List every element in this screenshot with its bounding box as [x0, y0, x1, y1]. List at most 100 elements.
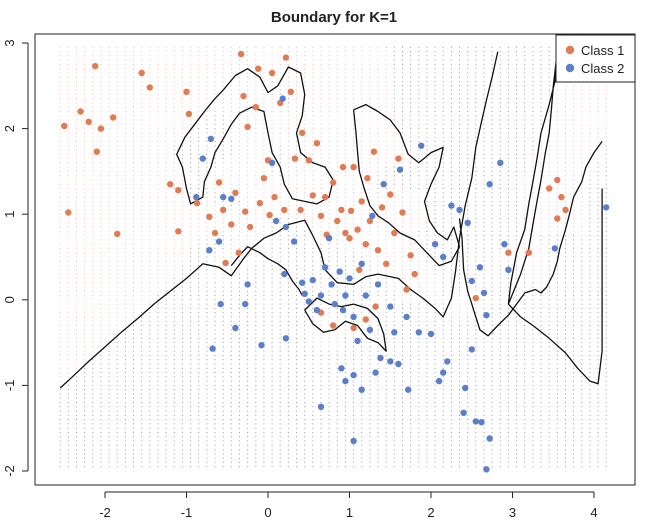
grid-dot — [100, 55, 102, 57]
grid-dot — [353, 436, 355, 438]
grid-dot — [67, 372, 69, 374]
grid-dot — [304, 55, 306, 57]
grid-dot — [377, 115, 379, 117]
grid-dot — [116, 363, 118, 365]
grid-dot — [230, 252, 232, 254]
grid-dot — [361, 277, 363, 279]
grid-dot — [459, 346, 460, 348]
grid-dot — [173, 307, 175, 309]
grid-dot — [459, 247, 460, 249]
grid-dot — [67, 453, 69, 455]
grid-dot — [206, 183, 208, 185]
grid-dot — [116, 432, 118, 433]
grid-dot — [312, 252, 314, 254]
grid-dot — [84, 290, 86, 292]
grid-dot — [116, 354, 118, 356]
grid-dot — [296, 337, 297, 339]
grid-dot — [450, 290, 452, 292]
grid-dot — [287, 333, 289, 335]
grid-dot — [173, 200, 175, 202]
grid-dot — [263, 414, 265, 416]
grid-dot — [410, 453, 412, 455]
grid-dot — [344, 128, 346, 130]
grid-dot — [165, 363, 167, 365]
grid-dot — [377, 218, 379, 219]
grid-dot — [442, 427, 444, 429]
grid-dot — [124, 393, 126, 395]
grid-dot — [59, 440, 61, 442]
grid-dot — [459, 123, 460, 125]
grid-dot — [92, 256, 94, 258]
grid-dot — [141, 55, 143, 57]
grid-dot — [369, 419, 371, 421]
grid-dot — [239, 102, 240, 104]
grid-dot — [287, 359, 289, 361]
grid-dot — [149, 286, 151, 288]
grid-dot — [190, 427, 192, 429]
grid-dot — [279, 188, 281, 189]
grid-dot — [92, 265, 94, 267]
grid-dot — [467, 466, 469, 468]
grid-dot — [190, 406, 192, 408]
grid-dot — [108, 136, 110, 138]
grid-dot — [263, 265, 265, 267]
grid-dot — [418, 265, 420, 267]
grid-dot — [353, 286, 355, 288]
grid-dot — [59, 93, 61, 95]
grid-dot — [312, 247, 314, 249]
grid-dot — [214, 432, 216, 433]
grid-dot — [165, 432, 167, 433]
grid-dot — [385, 188, 387, 189]
grid-dot — [344, 269, 346, 271]
grid-dot — [442, 226, 444, 228]
grid-dot — [328, 188, 330, 189]
grid-dot — [198, 376, 200, 378]
grid-dot — [255, 367, 257, 369]
grid-dot — [84, 226, 86, 228]
grid-dot — [263, 406, 265, 408]
grid-dot — [336, 384, 338, 386]
grid-dot — [369, 414, 371, 416]
grid-dot — [157, 427, 159, 429]
grid-dot — [247, 205, 249, 207]
grid-dot — [198, 123, 200, 125]
grid-dot — [385, 380, 387, 382]
grid-dot — [165, 457, 167, 459]
grid-dot — [116, 132, 118, 134]
grid-dot — [279, 440, 281, 442]
grid-dot — [271, 205, 273, 207]
grid-dot — [247, 384, 249, 386]
grid-dot — [320, 414, 322, 416]
grid-dot — [312, 363, 314, 365]
grid-dot — [296, 346, 297, 348]
grid-dot — [157, 444, 159, 446]
grid-dot — [149, 367, 151, 369]
grid-dot — [92, 230, 94, 232]
grid-dot — [165, 226, 167, 228]
grid-dot — [426, 354, 428, 356]
grid-dot — [108, 402, 110, 403]
grid-dot — [344, 260, 346, 262]
grid-dot — [336, 440, 338, 442]
grid-dot — [369, 196, 371, 198]
grid-dot — [344, 423, 346, 425]
grid-dot — [108, 282, 110, 284]
grid-dot — [59, 457, 61, 459]
grid-dot — [296, 55, 297, 57]
grid-dot — [263, 307, 265, 309]
grid-dot — [230, 393, 232, 395]
grid-dot — [279, 354, 281, 356]
grid-dot — [76, 179, 77, 181]
grid-dot — [165, 81, 167, 82]
grid-dot — [353, 149, 355, 151]
grid-dot — [304, 145, 306, 147]
grid-dot — [271, 153, 273, 155]
grid-dot — [230, 76, 232, 78]
grid-dot — [442, 72, 444, 74]
grid-dot — [296, 192, 297, 194]
grid-dot — [165, 200, 167, 202]
grid-dot — [255, 350, 257, 352]
grid-dot — [165, 337, 167, 339]
grid-dot — [410, 380, 412, 382]
grid-dot — [410, 149, 412, 151]
